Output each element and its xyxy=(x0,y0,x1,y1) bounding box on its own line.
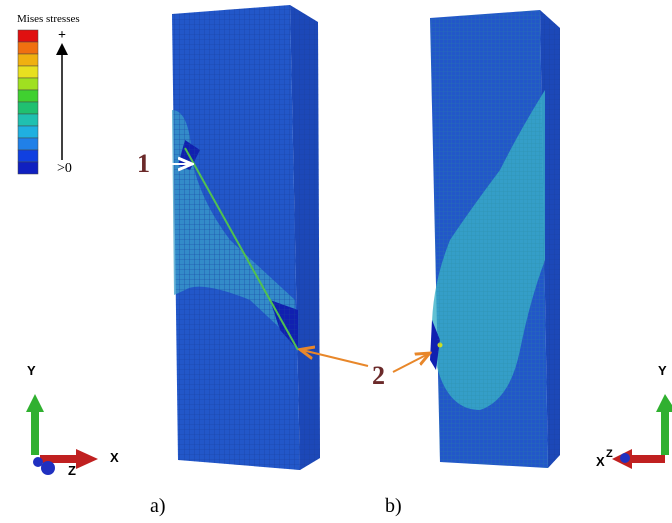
triad-right: Y X Z xyxy=(596,363,672,469)
marker-2: 2 xyxy=(372,361,385,390)
arrow-2b xyxy=(393,354,428,372)
axis-x: X xyxy=(110,450,119,465)
legend-min: >0 xyxy=(57,161,72,176)
column-b xyxy=(430,10,560,468)
marker-1: 1 xyxy=(137,149,150,178)
axis-y: Y xyxy=(27,363,36,378)
panel-label-a: a) xyxy=(150,495,166,517)
panel-label-b: b) xyxy=(385,495,402,517)
axis-z-right: Z xyxy=(606,448,613,460)
column-a xyxy=(172,5,320,470)
triad-left: Y X Z xyxy=(26,363,119,478)
axis-x-right: X xyxy=(596,454,605,469)
axis-z: Z xyxy=(68,463,76,478)
legend: Mises stresses + >0 xyxy=(17,13,80,176)
legend-title: Mises stresses xyxy=(17,13,80,25)
figure: Mises stresses + >0 xyxy=(0,0,672,523)
color-bar xyxy=(18,30,38,174)
axis-y-right: Y xyxy=(658,363,667,378)
legend-max: + xyxy=(58,28,66,43)
